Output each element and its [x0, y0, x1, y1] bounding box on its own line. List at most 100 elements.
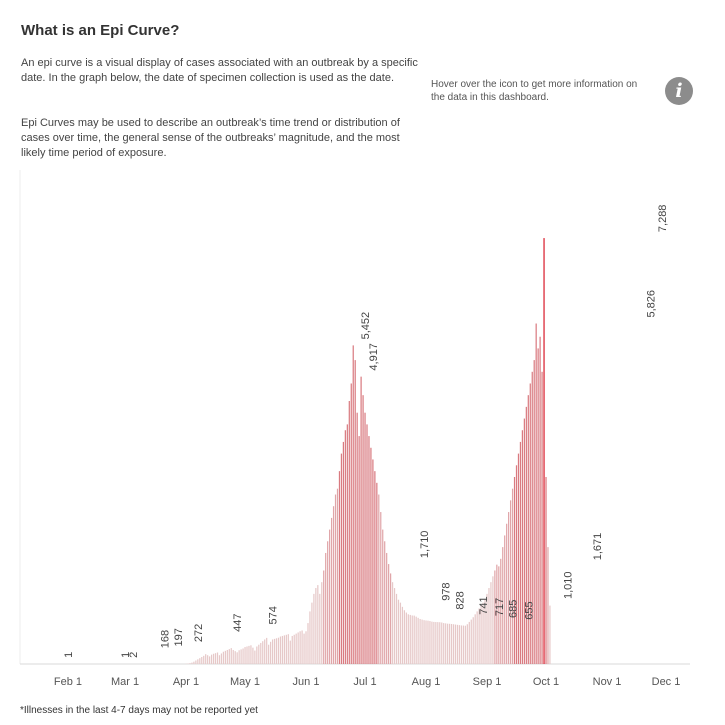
bar[interactable] — [399, 602, 402, 664]
bar[interactable] — [212, 653, 215, 664]
bar[interactable] — [482, 602, 484, 664]
bar[interactable] — [299, 631, 301, 664]
bar[interactable] — [252, 647, 254, 664]
bar[interactable] — [539, 336, 541, 664]
bar[interactable] — [244, 647, 246, 664]
bar[interactable] — [209, 656, 211, 664]
bar[interactable] — [405, 612, 407, 664]
bar[interactable] — [275, 638, 278, 664]
bar[interactable] — [509, 500, 512, 664]
bar[interactable] — [199, 658, 201, 664]
bar[interactable] — [352, 345, 354, 664]
bar[interactable] — [295, 633, 297, 664]
bar[interactable] — [529, 383, 531, 664]
bar[interactable] — [427, 620, 429, 664]
bar[interactable] — [470, 619, 472, 664]
bar[interactable] — [506, 523, 508, 664]
bar[interactable] — [450, 623, 453, 664]
bar[interactable] — [301, 630, 303, 664]
bar[interactable] — [240, 649, 242, 664]
bar[interactable] — [264, 639, 266, 664]
bar[interactable] — [403, 610, 405, 664]
bar[interactable] — [464, 625, 466, 664]
bar[interactable] — [380, 512, 382, 664]
bar[interactable] — [535, 323, 537, 664]
bar[interactable] — [313, 593, 315, 664]
bar[interactable] — [441, 622, 443, 664]
bar[interactable] — [242, 648, 244, 664]
bar[interactable] — [452, 624, 455, 664]
bar[interactable] — [488, 588, 490, 664]
bar[interactable] — [484, 599, 486, 664]
bar[interactable] — [332, 506, 335, 664]
bar[interactable] — [388, 564, 390, 664]
bar[interactable] — [268, 644, 270, 664]
bar[interactable] — [325, 552, 327, 664]
bar[interactable] — [525, 406, 527, 664]
bar[interactable] — [236, 652, 238, 664]
bar[interactable] — [338, 471, 341, 664]
bar[interactable] — [321, 582, 323, 664]
bar[interactable] — [445, 623, 447, 664]
bar[interactable] — [545, 476, 547, 664]
bar[interactable] — [193, 661, 195, 664]
bar[interactable] — [413, 615, 415, 664]
bar[interactable] — [307, 623, 309, 664]
bar[interactable] — [508, 512, 510, 664]
bar[interactable] — [281, 635, 284, 664]
bar[interactable] — [189, 663, 191, 664]
bar[interactable] — [511, 488, 514, 664]
bar[interactable] — [468, 621, 470, 664]
bar[interactable] — [498, 566, 500, 664]
bar[interactable] — [466, 624, 468, 664]
bar[interactable] — [504, 535, 506, 664]
bar[interactable] — [262, 641, 264, 664]
bar[interactable] — [246, 646, 248, 664]
bar[interactable] — [515, 465, 518, 664]
bar[interactable] — [370, 447, 372, 664]
bar[interactable] — [360, 376, 362, 664]
bar[interactable] — [407, 614, 409, 664]
bar[interactable] — [443, 623, 445, 664]
bar[interactable] — [297, 632, 299, 664]
bar[interactable] — [356, 412, 358, 664]
bar[interactable] — [433, 621, 435, 664]
bar[interactable] — [374, 471, 376, 664]
bar[interactable] — [354, 360, 356, 664]
bar[interactable] — [327, 541, 329, 664]
bar[interactable] — [527, 395, 529, 664]
bar[interactable] — [256, 646, 258, 664]
bar[interactable] — [191, 662, 193, 664]
bar[interactable] — [492, 576, 494, 664]
bar[interactable] — [494, 570, 496, 664]
bar[interactable] — [283, 635, 285, 664]
bar[interactable] — [401, 606, 404, 664]
bar[interactable] — [329, 529, 331, 664]
bar[interactable] — [437, 622, 439, 664]
bar[interactable] — [305, 631, 307, 664]
bar[interactable] — [456, 624, 459, 664]
bar[interactable] — [266, 637, 268, 664]
bar[interactable] — [533, 360, 535, 664]
bar[interactable] — [547, 547, 549, 664]
bar[interactable] — [478, 608, 480, 664]
bar[interactable] — [279, 636, 282, 664]
bar[interactable] — [366, 424, 368, 664]
bar[interactable] — [226, 649, 228, 664]
bar[interactable] — [287, 634, 289, 664]
bar[interactable] — [395, 593, 398, 664]
bar[interactable] — [289, 640, 291, 664]
bar[interactable] — [537, 348, 539, 664]
bar[interactable] — [207, 655, 209, 664]
bar[interactable] — [340, 453, 343, 664]
bar[interactable] — [531, 371, 533, 664]
bar[interactable] — [415, 616, 417, 664]
bar[interactable] — [214, 653, 217, 664]
bar[interactable] — [222, 651, 225, 664]
bar[interactable] — [348, 401, 350, 664]
bar[interactable] — [390, 573, 392, 664]
bar[interactable] — [460, 625, 463, 664]
bar[interactable] — [230, 648, 232, 664]
info-icon[interactable]: i — [665, 77, 693, 105]
bar[interactable] — [216, 652, 219, 664]
